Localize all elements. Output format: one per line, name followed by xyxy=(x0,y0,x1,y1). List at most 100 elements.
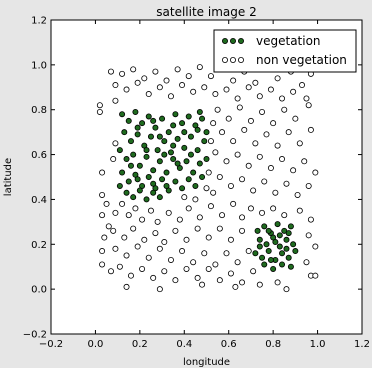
vegetation-point xyxy=(134,176,141,183)
non-vegetation-point xyxy=(303,259,310,266)
non-vegetation-point xyxy=(123,252,130,259)
vegetation-point xyxy=(145,173,152,180)
non-vegetation-point xyxy=(223,158,230,165)
vegetation-point xyxy=(163,182,170,189)
non-vegetation-point xyxy=(156,286,163,293)
vegetation-point xyxy=(196,160,203,167)
non-vegetation-point xyxy=(130,225,137,232)
non-vegetation-point xyxy=(99,248,106,255)
non-vegetation-point xyxy=(139,265,146,272)
x-tick-label: 0.2 xyxy=(132,339,148,350)
vegetation-point xyxy=(134,124,141,131)
non-vegetation-point xyxy=(110,156,117,163)
non-vegetation-point xyxy=(227,182,234,189)
vegetation-point xyxy=(152,124,159,131)
non-vegetation-point xyxy=(219,212,226,219)
non-vegetation-point xyxy=(210,120,217,127)
non-vegetation-point xyxy=(301,158,308,165)
vegetation-point xyxy=(187,151,194,158)
non-vegetation-point xyxy=(232,283,239,290)
non-vegetation-point xyxy=(172,227,179,234)
x-tick-label: 0.0 xyxy=(87,339,103,350)
non-vegetation-point xyxy=(167,93,174,100)
non-vegetation-point xyxy=(112,140,119,147)
non-vegetation-point xyxy=(312,169,319,176)
non-vegetation-point xyxy=(154,218,161,225)
vegetation-point xyxy=(130,194,137,201)
non-vegetation-point xyxy=(99,212,106,219)
vegetation-point xyxy=(185,176,192,183)
non-vegetation-point xyxy=(234,95,241,102)
non-vegetation-point xyxy=(161,268,168,275)
non-vegetation-point xyxy=(261,178,268,185)
non-vegetation-point xyxy=(190,259,197,266)
y-tick-label: 0.2 xyxy=(31,240,47,251)
non-vegetation-point xyxy=(312,272,319,279)
non-vegetation-point xyxy=(230,138,237,145)
non-vegetation-point xyxy=(183,236,190,243)
non-vegetation-point xyxy=(150,274,157,281)
vegetation-point xyxy=(287,223,294,230)
legend-box xyxy=(213,29,357,73)
vegetation-point xyxy=(263,241,270,248)
vegetation-point xyxy=(123,156,130,163)
vegetation-point xyxy=(265,227,272,234)
vegetation-point xyxy=(145,113,152,120)
non-vegetation-point xyxy=(223,250,230,257)
non-vegetation-point xyxy=(205,169,212,176)
non-vegetation-point xyxy=(283,180,290,187)
vegetation-point xyxy=(172,178,179,185)
non-vegetation-point xyxy=(252,79,259,86)
non-vegetation-point xyxy=(123,86,130,93)
vegetation-point xyxy=(170,122,177,129)
x-axis-label: longitude xyxy=(183,357,230,368)
legend: vegetation non vegetation xyxy=(213,29,357,73)
non-vegetation-point xyxy=(174,66,181,73)
non-vegetation-point xyxy=(196,214,203,221)
vegetation-point xyxy=(143,147,150,154)
non-vegetation-point xyxy=(210,189,217,196)
vegetation-point xyxy=(287,263,294,270)
non-vegetation-point xyxy=(156,84,163,91)
non-vegetation-point xyxy=(201,84,208,91)
non-vegetation-point xyxy=(212,149,219,156)
non-vegetation-point xyxy=(119,200,126,207)
non-vegetation-point xyxy=(112,97,119,104)
non-vegetation-point xyxy=(223,86,230,93)
y-tick-label: −0.2 xyxy=(23,330,47,341)
vegetation-point xyxy=(181,144,188,151)
vegetation-point xyxy=(139,120,146,127)
vegetation-point xyxy=(256,236,263,243)
non-vegetation-point xyxy=(101,234,108,241)
non-vegetation-point xyxy=(212,261,219,268)
non-vegetation-point xyxy=(152,230,159,237)
vegetation-point xyxy=(156,194,163,201)
non-vegetation-point xyxy=(305,232,312,239)
vegetation-point xyxy=(203,156,210,163)
vegetation-point xyxy=(267,256,274,263)
non-vegetation-point xyxy=(245,162,252,169)
legend-markers xyxy=(221,38,244,64)
vegetation-point xyxy=(150,189,157,196)
non-vegetation-point xyxy=(172,277,179,284)
non-vegetation-point xyxy=(179,82,186,89)
non-vegetation-point xyxy=(123,283,130,290)
vegetation-point xyxy=(147,133,154,140)
non-vegetation-point xyxy=(103,200,110,207)
y-tick-label: 0.8 xyxy=(31,105,47,116)
vegetation-point xyxy=(165,129,172,136)
non-vegetation-point xyxy=(132,205,139,212)
vegetation-point xyxy=(150,117,157,124)
non-vegetation-point xyxy=(199,281,206,288)
vegetation-point xyxy=(132,108,139,115)
non-vegetation-point xyxy=(281,212,288,219)
non-vegetation-point xyxy=(107,268,114,275)
non-vegetation-point xyxy=(263,131,270,138)
vegetation-point xyxy=(261,261,268,268)
non-vegetation-point xyxy=(152,68,159,75)
non-vegetation-point xyxy=(274,75,281,82)
non-vegetation-point xyxy=(296,207,303,214)
non-vegetation-point xyxy=(96,108,103,115)
vegetation-point xyxy=(159,176,166,183)
non-vegetation-point xyxy=(112,209,119,216)
